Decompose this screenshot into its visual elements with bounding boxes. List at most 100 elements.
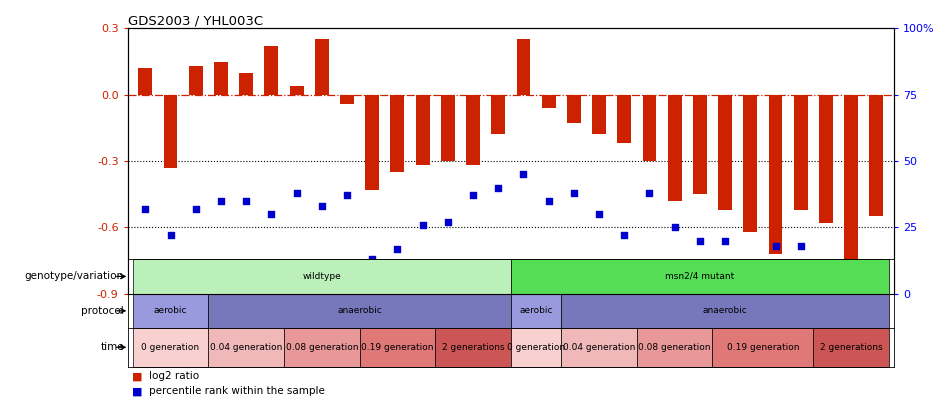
Bar — [768, 95, 782, 254]
Point — [667, 224, 682, 230]
Text: 0.04 generation: 0.04 generation — [563, 343, 636, 352]
FancyBboxPatch shape — [814, 328, 889, 367]
Point — [491, 184, 506, 191]
Bar — [668, 95, 682, 201]
Point — [264, 211, 279, 217]
FancyBboxPatch shape — [511, 259, 889, 294]
Point — [868, 264, 884, 271]
FancyBboxPatch shape — [284, 328, 359, 367]
Point — [516, 171, 531, 177]
Point — [692, 237, 708, 244]
Bar — [693, 95, 707, 194]
Text: 0.19 generation: 0.19 generation — [361, 343, 433, 352]
Text: time: time — [100, 342, 124, 352]
Point — [617, 232, 632, 239]
Bar — [289, 86, 304, 95]
FancyBboxPatch shape — [511, 328, 561, 367]
Bar — [844, 95, 858, 271]
Point — [390, 245, 405, 252]
Point — [768, 243, 783, 249]
Text: ■: ■ — [132, 371, 143, 381]
Bar — [365, 95, 379, 190]
Bar — [466, 95, 480, 165]
Point — [567, 190, 582, 196]
Bar — [744, 95, 757, 232]
Bar — [441, 95, 455, 161]
Bar — [239, 72, 254, 95]
Bar — [391, 95, 404, 172]
FancyBboxPatch shape — [132, 259, 511, 294]
Bar — [214, 62, 228, 95]
Text: ■: ■ — [132, 386, 143, 396]
FancyBboxPatch shape — [561, 328, 637, 367]
Text: 2 generations: 2 generations — [820, 343, 883, 352]
FancyBboxPatch shape — [132, 294, 208, 328]
FancyBboxPatch shape — [435, 328, 511, 367]
Point — [214, 198, 229, 204]
Text: 0 generation: 0 generation — [142, 343, 200, 352]
FancyBboxPatch shape — [359, 328, 435, 367]
Bar — [869, 95, 884, 216]
Text: msn2/4 mutant: msn2/4 mutant — [665, 272, 734, 281]
Text: GDS2003 / YHL003C: GDS2003 / YHL003C — [128, 14, 263, 27]
Point — [793, 243, 808, 249]
Point — [642, 190, 657, 196]
Bar — [138, 68, 152, 95]
Point — [415, 222, 430, 228]
FancyBboxPatch shape — [511, 294, 561, 328]
Text: anaerobic: anaerobic — [337, 306, 382, 315]
Text: 0 generation: 0 generation — [507, 343, 565, 352]
Bar — [592, 95, 606, 134]
Point — [314, 203, 329, 209]
Text: 0.04 generation: 0.04 generation — [210, 343, 282, 352]
Point — [289, 190, 305, 196]
Point — [465, 192, 481, 199]
Bar — [718, 95, 732, 210]
Point — [163, 232, 178, 239]
Text: 0.08 generation: 0.08 generation — [286, 343, 358, 352]
Bar — [340, 95, 354, 104]
Point — [188, 205, 203, 212]
Text: anaerobic: anaerobic — [703, 306, 747, 315]
Bar — [265, 46, 278, 95]
FancyBboxPatch shape — [712, 328, 814, 367]
Point — [440, 219, 455, 225]
Point — [541, 198, 556, 204]
Point — [844, 269, 859, 276]
Bar — [491, 95, 505, 134]
FancyBboxPatch shape — [208, 328, 284, 367]
FancyBboxPatch shape — [208, 294, 511, 328]
Point — [238, 198, 254, 204]
FancyBboxPatch shape — [132, 328, 208, 367]
FancyBboxPatch shape — [561, 294, 889, 328]
Point — [717, 237, 732, 244]
Text: genotype/variation: genotype/variation — [25, 271, 124, 281]
Bar — [189, 66, 202, 95]
Text: wildtype: wildtype — [303, 272, 342, 281]
Point — [340, 192, 355, 199]
Text: 2 generations: 2 generations — [442, 343, 504, 352]
Point — [364, 256, 379, 262]
Text: 0.19 generation: 0.19 generation — [727, 343, 799, 352]
Point — [743, 264, 758, 271]
Point — [138, 205, 153, 212]
Bar — [567, 95, 581, 124]
Bar — [794, 95, 808, 210]
Text: log2 ratio: log2 ratio — [149, 371, 200, 381]
Point — [818, 264, 833, 271]
FancyBboxPatch shape — [637, 328, 712, 367]
Bar — [517, 39, 531, 95]
Bar — [542, 95, 555, 108]
Text: aerobic: aerobic — [519, 306, 552, 315]
Bar — [642, 95, 657, 161]
Bar — [415, 95, 429, 165]
Text: protocol: protocol — [81, 306, 124, 316]
Text: aerobic: aerobic — [154, 306, 187, 315]
Text: percentile rank within the sample: percentile rank within the sample — [149, 386, 325, 396]
Text: 0.08 generation: 0.08 generation — [639, 343, 711, 352]
Point — [591, 211, 606, 217]
Bar — [618, 95, 631, 143]
Bar — [819, 95, 832, 223]
Bar — [315, 39, 328, 95]
Bar — [164, 95, 178, 168]
